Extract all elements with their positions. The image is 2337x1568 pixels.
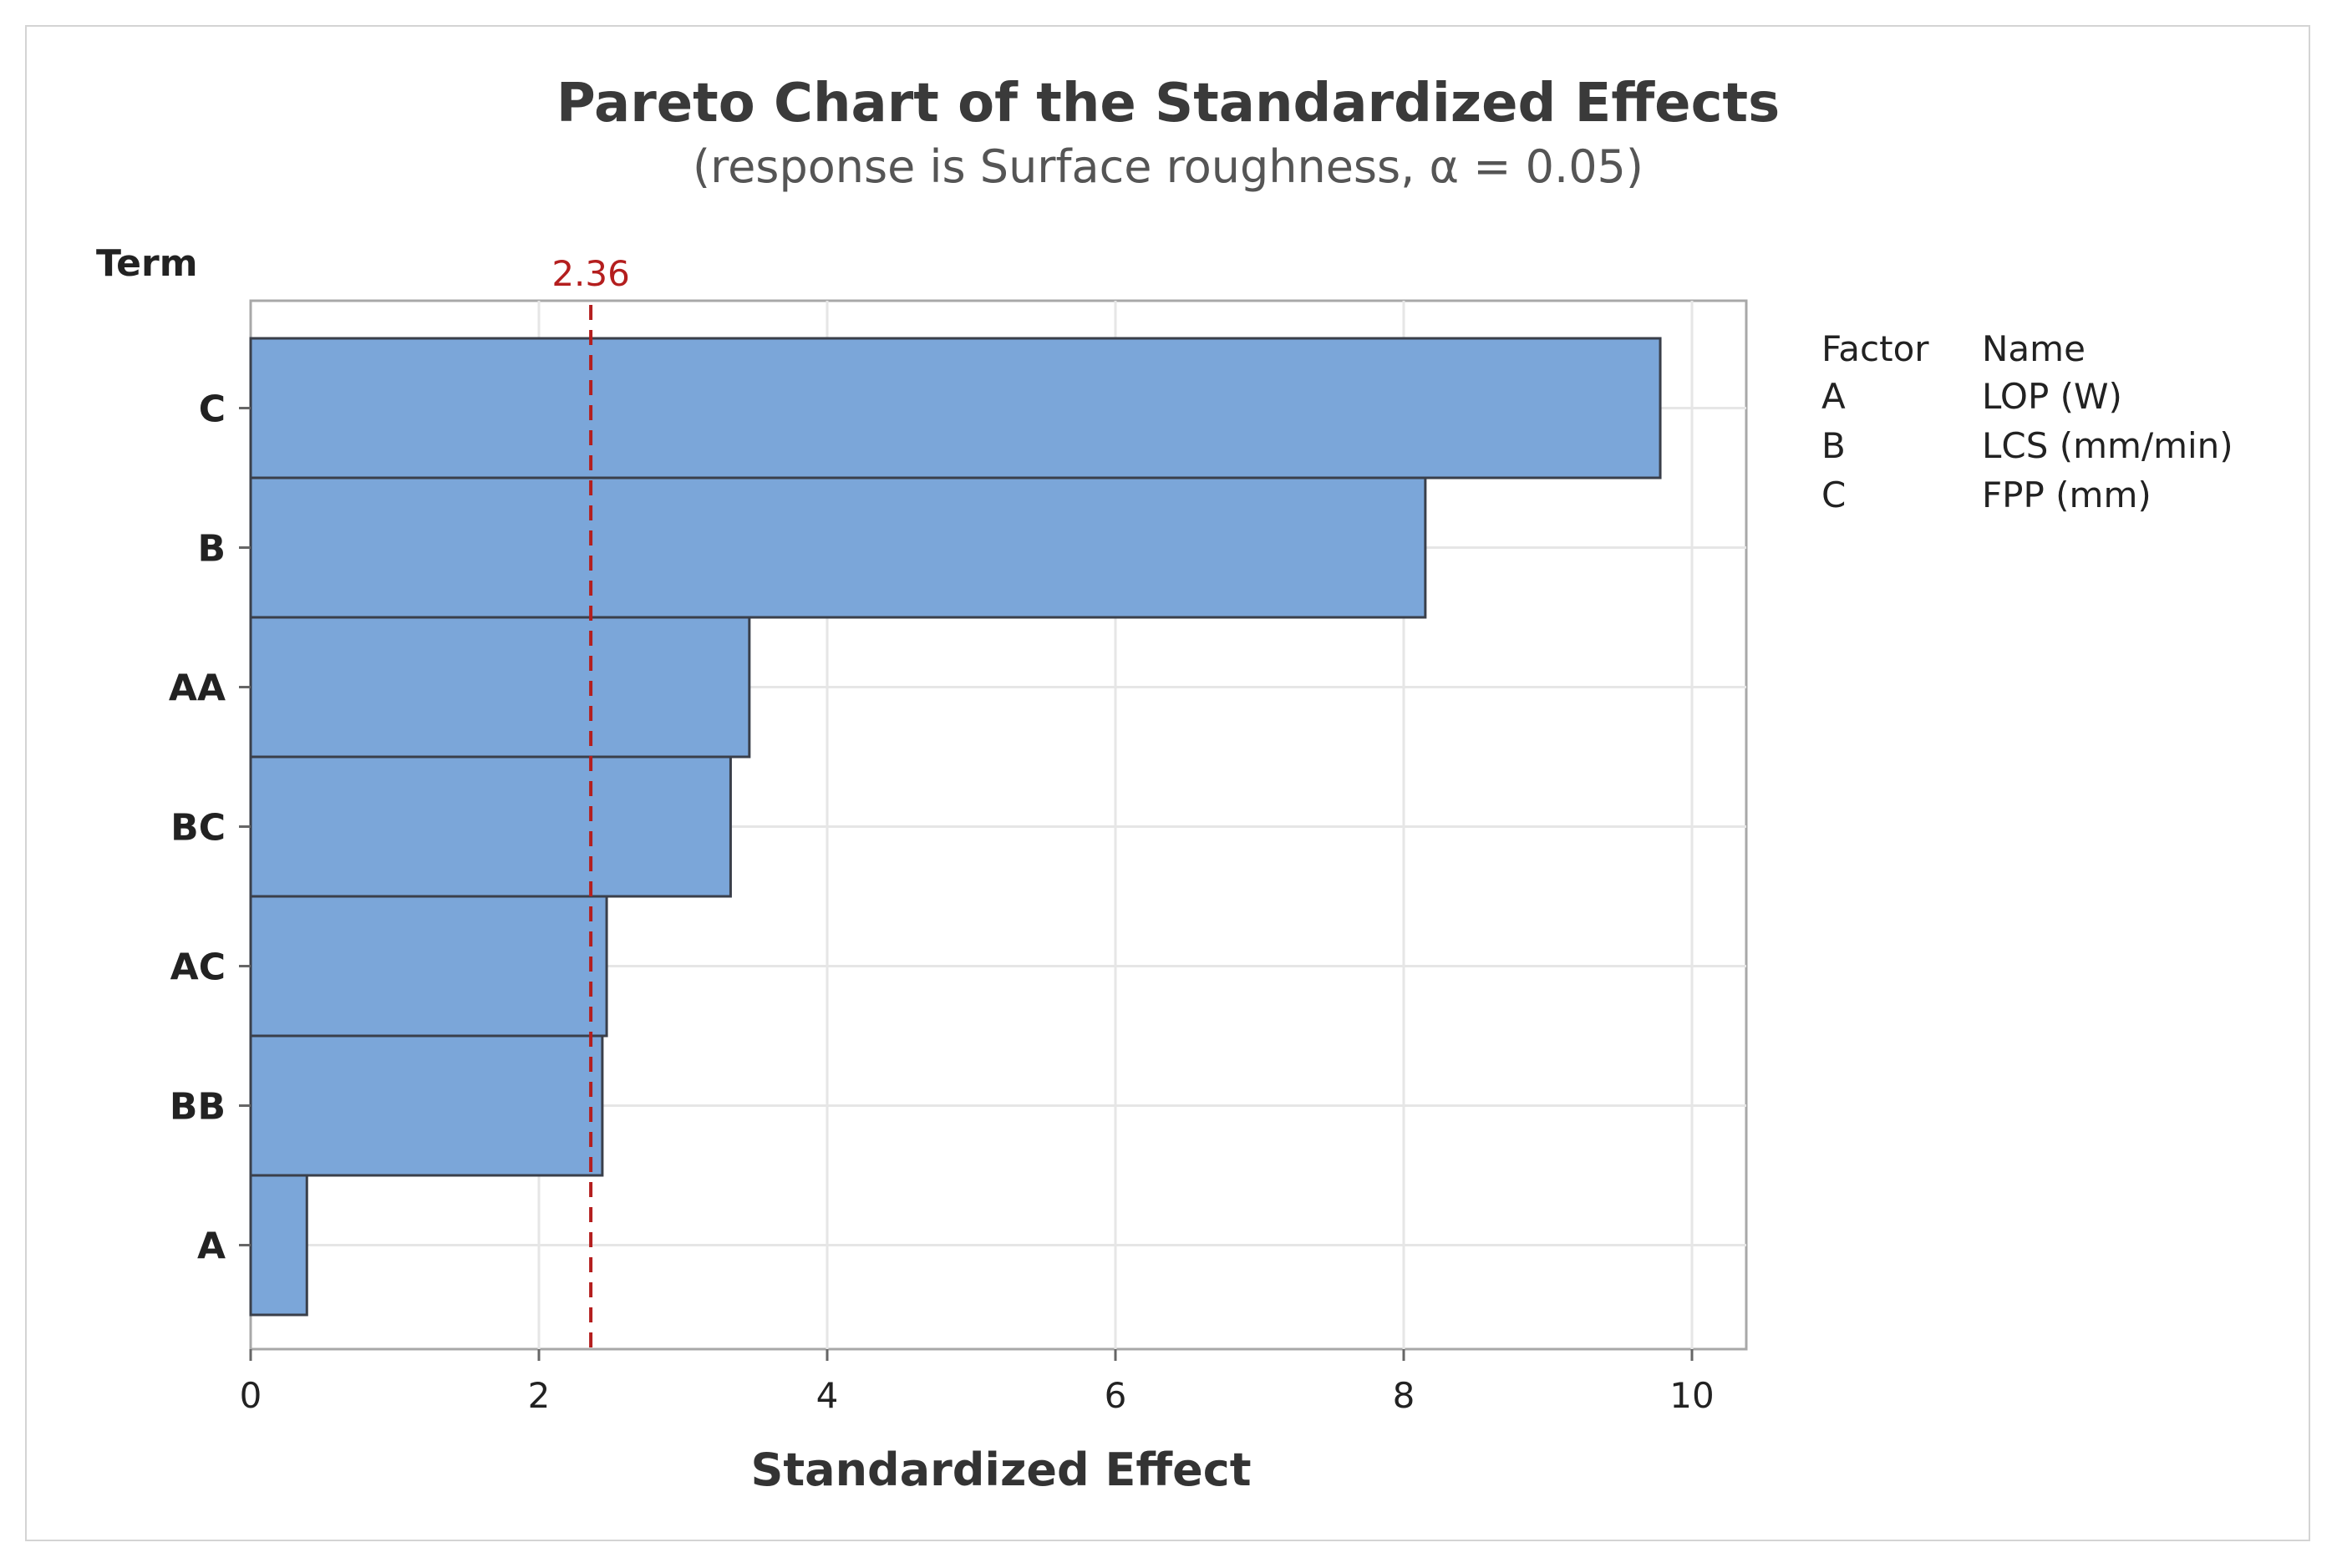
- legend-header-factor: Factor: [1821, 328, 1929, 369]
- x-tick-label-0: 0: [240, 1375, 262, 1416]
- x-ticks: 0 2 4 6 8 10: [240, 1349, 1715, 1416]
- bar-BC: [249, 755, 732, 898]
- bar-C: [249, 337, 1662, 480]
- legend-name-a: LOP (W): [1982, 376, 2122, 417]
- x-tick-label-2: 2: [528, 1375, 551, 1416]
- bar-BB: [249, 1034, 604, 1177]
- legend-factor-c: C: [1821, 474, 1846, 515]
- y-category-label-BC: BC: [170, 807, 226, 850]
- reference-line-group: 2.36: [551, 253, 630, 1353]
- y-category-label-C: C: [199, 388, 226, 431]
- bar-AC: [249, 895, 608, 1038]
- x-tick-label-6: 6: [1105, 1375, 1127, 1416]
- y-category-label-BB: BB: [170, 1086, 226, 1129]
- y-category-label-AC: AC: [170, 946, 226, 989]
- legend-name-c: FPP (mm): [1982, 474, 2152, 515]
- bar-A: [249, 1174, 308, 1317]
- reference-line-label: 2.36: [551, 253, 630, 294]
- bar-AA: [249, 616, 751, 759]
- x-axis-title: Standardized Effect: [750, 1444, 1251, 1496]
- y-axis-title: Term: [96, 242, 198, 285]
- x-tick-label-4: 4: [816, 1375, 839, 1416]
- y-category-label-B: B: [197, 528, 226, 571]
- y-category-label-A: A: [197, 1225, 226, 1268]
- legend-factor-b: B: [1821, 425, 1846, 466]
- y-category-labels: C B AA BC AC BB A: [169, 388, 251, 1268]
- chart-subtitle: (response is Surface roughness, α = 0.05…: [693, 140, 1644, 193]
- bar-B: [249, 476, 1427, 619]
- x-tick-label-10: 10: [1669, 1375, 1714, 1416]
- bars: [249, 337, 1662, 1317]
- x-tick-label-8: 8: [1393, 1375, 1415, 1416]
- legend-header-name: Name: [1982, 328, 2086, 369]
- legend-factor-a: A: [1821, 376, 1846, 417]
- chart-title: Pareto Chart of the Standardized Effects: [556, 73, 1780, 134]
- legend: Factor Name A LOP (W) B LCS (mm/min) C F…: [1821, 328, 2233, 515]
- legend-name-b: LCS (mm/min): [1982, 425, 2233, 466]
- y-category-label-AA: AA: [169, 667, 226, 710]
